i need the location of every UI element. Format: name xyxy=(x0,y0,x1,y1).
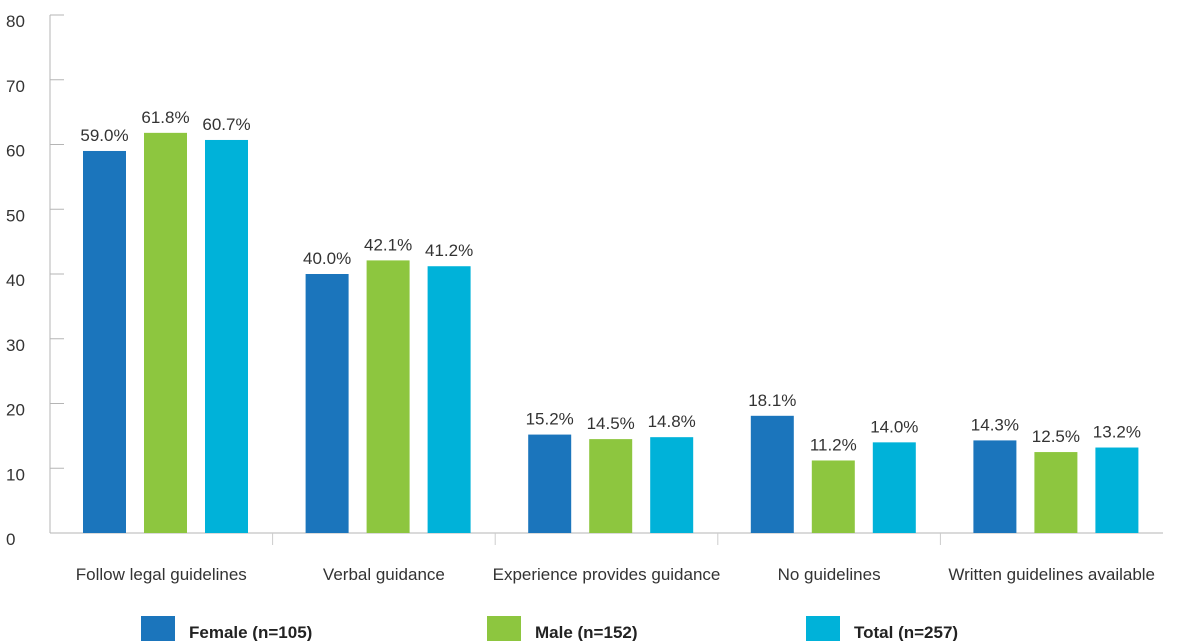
data-label: 41.2% xyxy=(425,241,473,260)
data-label: 15.2% xyxy=(526,410,574,429)
data-label: 61.8% xyxy=(141,108,189,127)
bar xyxy=(811,460,855,533)
bar xyxy=(144,132,187,533)
y-tick-label: 70 xyxy=(6,77,25,96)
data-label: 18.1% xyxy=(748,391,796,410)
bar xyxy=(205,139,248,533)
y-axis: 0 10 20 30 40 50 60 70 80 xyxy=(6,12,64,549)
bar xyxy=(1034,452,1078,533)
data-label: 12.5% xyxy=(1032,427,1080,446)
bar xyxy=(589,439,633,533)
data-label: 14.8% xyxy=(648,412,696,431)
y-tick-label: 10 xyxy=(6,465,25,484)
y-tick-label: 0 xyxy=(6,530,15,549)
bar xyxy=(872,442,916,533)
x-category-label: No guidelines xyxy=(778,565,881,584)
data-label: 40.0% xyxy=(303,249,351,268)
x-axis: Follow legal guidelines Verbal guidance Ex… xyxy=(50,532,1163,584)
legend-label: Total (n=257) xyxy=(854,623,958,641)
legend-swatch xyxy=(141,616,175,641)
legend-item: Female (n=105) xyxy=(141,616,312,641)
bar xyxy=(366,260,410,533)
y-tick-label: 80 xyxy=(6,12,25,31)
y-tick-label: 30 xyxy=(6,336,25,355)
legend-swatch xyxy=(487,616,521,641)
data-label: 14.5% xyxy=(587,414,635,433)
y-tick-label: 40 xyxy=(6,271,25,290)
bar xyxy=(83,150,126,533)
legend: Female (n=105) Male (n=152) Total (n=257) xyxy=(141,616,958,641)
x-category-label: Verbal guidance xyxy=(323,565,445,584)
legend-item: Total (n=257) xyxy=(806,616,958,641)
bar xyxy=(427,266,471,533)
legend-item: Male (n=152) xyxy=(487,616,638,641)
legend-label: Female (n=105) xyxy=(189,623,312,641)
bar xyxy=(750,415,794,533)
y-tick-label: 20 xyxy=(6,401,25,420)
bar xyxy=(1095,447,1139,533)
legend-swatch xyxy=(806,616,840,641)
data-label: 59.0% xyxy=(80,126,128,145)
bars-group xyxy=(83,132,1139,533)
data-label: 13.2% xyxy=(1093,423,1141,442)
bar xyxy=(973,440,1017,533)
x-category-label: Follow legal guidelines xyxy=(76,565,247,584)
x-category-label: Written guidelines available xyxy=(948,565,1155,584)
data-label: 14.3% xyxy=(971,415,1019,434)
bar xyxy=(650,437,694,533)
y-tick-label: 60 xyxy=(6,142,25,161)
y-tick-label: 50 xyxy=(6,206,25,225)
legend-label: Male (n=152) xyxy=(535,623,638,641)
data-label: 11.2% xyxy=(810,435,857,454)
data-label: 42.1% xyxy=(364,235,412,254)
bar xyxy=(528,434,572,533)
bar xyxy=(305,274,349,533)
data-label: 14.0% xyxy=(870,417,918,436)
x-category-label: Experience provides guidance xyxy=(493,565,721,584)
value-labels-group: 59.0% 40.0% 15.2% 18.1% 14.3% 61.8% 42.1% 14.5%… xyxy=(80,108,1141,455)
data-label: 60.7% xyxy=(202,115,250,134)
